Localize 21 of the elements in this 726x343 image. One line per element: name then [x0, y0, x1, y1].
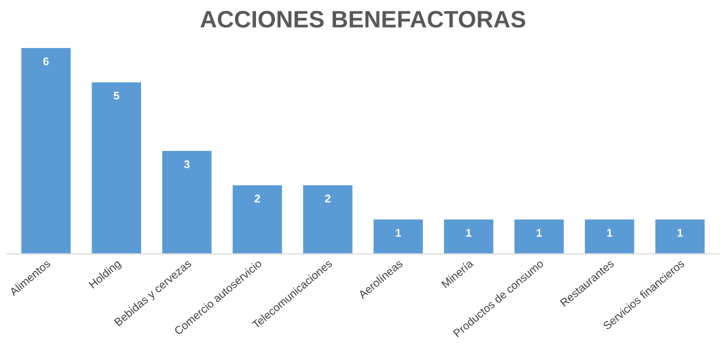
data-label: 3 — [184, 160, 190, 168]
data-label: 6 — [43, 57, 49, 66]
bar — [162, 150, 212, 254]
data-label: 1 — [536, 229, 542, 237]
bar — [584, 220, 634, 254]
bar — [374, 220, 423, 254]
chart-title: ACCIONES BENEFACTORAS — [200, 10, 526, 28]
bar — [444, 220, 494, 254]
data-label: 2 — [325, 194, 330, 202]
data-label: 1 — [678, 229, 683, 237]
data-label: 1 — [466, 229, 472, 237]
bar — [655, 220, 705, 254]
bar — [21, 48, 71, 254]
bar — [92, 82, 142, 254]
bar — [232, 185, 282, 254]
data-label: 2 — [254, 194, 260, 202]
data-label: 1 — [396, 229, 401, 237]
bar — [303, 185, 352, 254]
data-label: 1 — [607, 229, 612, 237]
bar — [514, 220, 564, 254]
data-label: 5 — [114, 92, 120, 100]
